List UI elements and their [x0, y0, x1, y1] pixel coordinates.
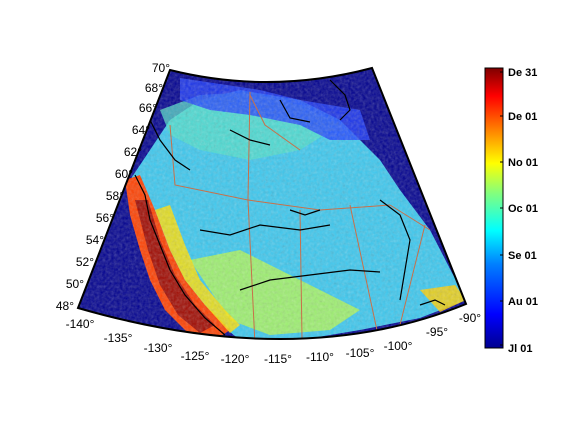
- colorbar-label: Jl 01: [508, 343, 532, 355]
- longitude-tick-label: -110°: [306, 350, 334, 364]
- province-borders: [169, 91, 431, 340]
- latitude-tick-label: 68°: [145, 81, 163, 95]
- latitude-tick-label: 54°: [86, 233, 104, 247]
- longitude-tick-label: -100°: [384, 339, 413, 353]
- latitude-tick-label: 56°: [96, 211, 114, 225]
- longitude-tick-label: -135°: [104, 331, 133, 345]
- coastlines: [134, 79, 446, 336]
- colorbar-label: De 01: [508, 111, 537, 123]
- longitude-tick-label: -140°: [66, 317, 95, 331]
- latitude-tick-label: 58°: [106, 189, 124, 203]
- latitude-tick-label: 52°: [76, 255, 94, 269]
- longitude-tick-label: -130°: [144, 341, 173, 355]
- map-frame: [76, 66, 468, 341]
- colorbar: De 31 De 01 No 01 Oc 01 Se 01 Au 01 Jl 0…: [484, 67, 538, 355]
- longitude-tick-label: -120°: [221, 352, 250, 366]
- colorbar-label: De 31: [508, 67, 537, 79]
- longitude-tick-label: -95°: [426, 325, 448, 339]
- colorbar-label: Se 01: [508, 250, 537, 262]
- longitude-tick-label: -90°: [459, 311, 481, 325]
- colorbar-label: Au 01: [508, 296, 538, 308]
- longitude-tick-label: -115°: [264, 352, 292, 366]
- longitude-tick-label: -125°: [181, 349, 210, 363]
- latitude-tick-label: 64°: [132, 123, 150, 137]
- latitude-tick-label: 50°: [66, 277, 84, 291]
- latitude-tick-label: 48°: [56, 299, 74, 313]
- latitude-axis: 48° 50° 52° 54° 56° 58° 60° 62° 64° 66° …: [56, 61, 170, 313]
- longitude-tick-label: -105°: [346, 346, 375, 360]
- latitude-tick-label: 60°: [115, 167, 133, 181]
- latitude-tick-label: 70°: [152, 61, 170, 75]
- longitude-axis: -140° -135° -130° -125° -120° -115° -110…: [66, 311, 482, 366]
- colorbar-label: Oc 01: [508, 203, 538, 215]
- colorbar-ticks: [500, 71, 503, 346]
- latitude-tick-label: 66°: [139, 101, 157, 115]
- latitude-tick-label: 62°: [124, 145, 142, 159]
- colorbar-label: No 01: [508, 157, 538, 169]
